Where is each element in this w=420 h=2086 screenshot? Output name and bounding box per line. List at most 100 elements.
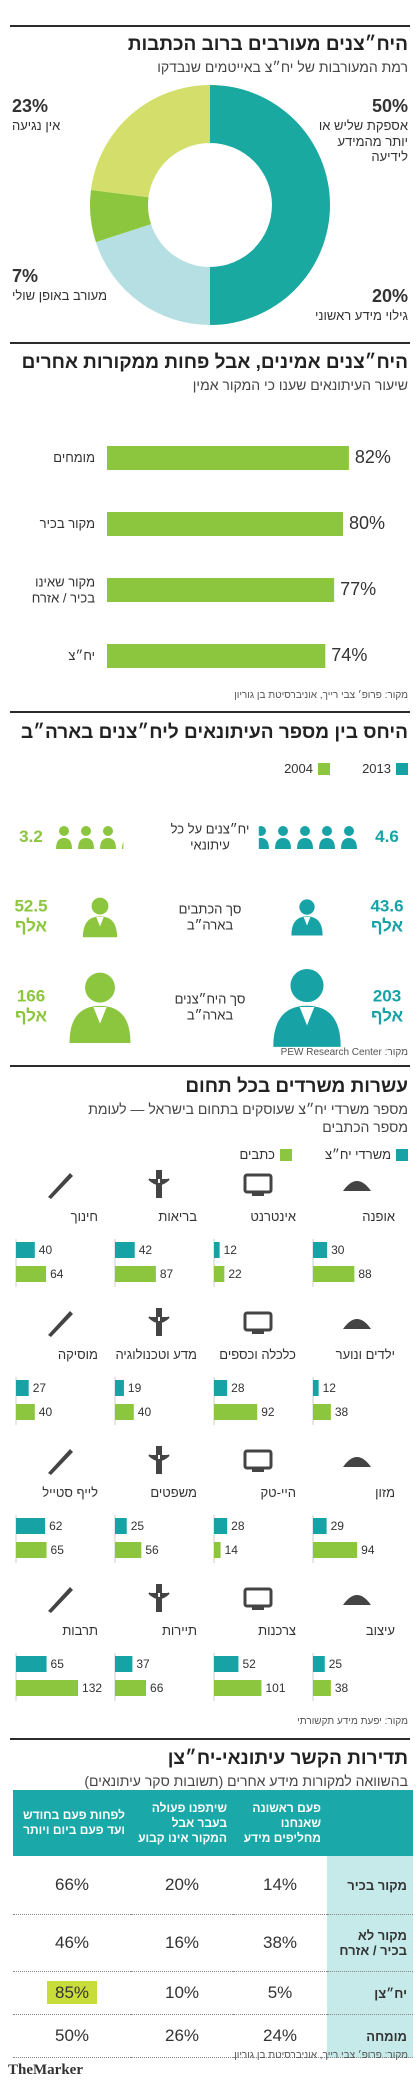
cell: 66% <box>13 1856 131 1915</box>
cell: 46% <box>13 1914 131 1972</box>
row-label: מקור לא בכיר / אזרח <box>327 1914 413 1972</box>
bar <box>313 1266 355 1282</box>
chart-source: מקור: PEW Research Center <box>280 1047 408 1058</box>
bar-value: 14 <box>224 1543 238 1557</box>
legend-label: כתבים <box>239 1147 275 1162</box>
chart-subtitle: מספר משרדי יח״צ שעוסקים בתחום בישראל — ל… <box>88 1101 408 1135</box>
section-rule <box>10 25 410 27</box>
chart-title: היחס בין מספר העיתונאים ליח״צנים בארה״ב <box>20 722 408 743</box>
bar-value: 82% <box>354 447 391 467</box>
table-subtitle: בהשוואה למקורות מידע אחרים (תשובות סקר ע… <box>84 1773 408 1789</box>
bar <box>16 1680 79 1696</box>
highlighted-cell: 85% <box>46 1981 98 2004</box>
cell: 85% <box>13 1971 131 2015</box>
bar <box>107 512 343 536</box>
cell: 10% <box>131 1971 233 2015</box>
donut-slice <box>89 189 152 243</box>
category-icon <box>243 1449 273 1472</box>
cell: 38% <box>233 1914 327 1972</box>
bar-value: 42 <box>138 1243 153 1257</box>
bar <box>107 446 349 470</box>
bar <box>214 1518 228 1534</box>
category-icon <box>343 1181 371 1191</box>
bar-value: 27 <box>32 1381 47 1395</box>
bar-value: 22 <box>228 1267 242 1281</box>
bar <box>115 1518 127 1534</box>
category-label: לייף סטייל <box>42 1485 98 1500</box>
person-icon <box>69 972 131 1044</box>
row-label: מומחה <box>327 2014 413 2058</box>
legend-swatch <box>396 763 408 775</box>
bar-value: 65 <box>50 1543 64 1557</box>
cell: 24% <box>233 2014 327 2058</box>
bar <box>115 1680 147 1696</box>
category-label: תרבות <box>62 1623 98 1638</box>
bar-value: 25 <box>328 1657 343 1671</box>
value-label: 43.6 אלף <box>370 896 404 936</box>
bar <box>16 1656 47 1672</box>
bar <box>214 1380 228 1396</box>
bar <box>313 1242 328 1258</box>
category-icon <box>243 1173 273 1196</box>
category-icon <box>48 1311 73 1337</box>
bar <box>115 1542 142 1558</box>
person-icon <box>82 897 118 938</box>
category-label: צרכנות <box>258 1623 296 1638</box>
category-icon <box>343 1457 371 1467</box>
bar <box>214 1242 220 1258</box>
bar-value: 28 <box>231 1519 245 1533</box>
bar-value: 38 <box>334 1405 349 1419</box>
bar-label: מקור בכיר <box>39 516 95 532</box>
chart-source: מקור: פרופ׳ צבי רייך, אוניברסיטת בן גורי… <box>234 690 408 701</box>
bar-value: 52 <box>242 1657 256 1671</box>
slice-label: מעורב באופן שולי <box>12 288 108 303</box>
slice-value: 7% <box>12 266 39 286</box>
bar <box>313 1680 331 1696</box>
table-source: מקור: פרופ׳ צבי רייך, אוניברסיטת בן גורי… <box>234 2050 408 2061</box>
category-icon <box>148 1446 170 1474</box>
bar-value: 132 <box>82 1681 103 1695</box>
category-icon <box>148 1584 170 1612</box>
category-icon <box>48 1587 73 1613</box>
category-label: מזון <box>375 1485 395 1500</box>
logo: TheMarker <box>8 2062 83 2078</box>
bar-label: מומחים <box>53 450 95 466</box>
bar <box>16 1542 47 1558</box>
bar-value: 65 <box>50 1657 64 1671</box>
table-title: תדירות הקשר עיתונאי-יח״צן <box>167 1748 408 1769</box>
section-rule <box>10 1738 410 1740</box>
bar-value: 30 <box>331 1243 345 1257</box>
category-icon <box>48 1449 73 1475</box>
category-label: ילדים ונוער <box>335 1347 395 1362</box>
category-label: בריאות <box>158 1209 197 1224</box>
category-label: תיירות <box>161 1623 197 1638</box>
bar-value: 28 <box>231 1381 245 1395</box>
legend-swatch <box>318 763 330 775</box>
category-label: משפטים <box>150 1485 197 1500</box>
category-icon <box>148 1170 170 1198</box>
person-icon <box>273 969 341 1047</box>
cell: 20% <box>131 1856 233 1915</box>
chart-title: עשרות משרדים בכל תחום <box>185 1076 408 1097</box>
bar-label: יח״צ <box>68 648 95 664</box>
row-label: סך הכתבים בארה״ב <box>178 901 242 932</box>
value-label: 166 אלף <box>14 986 48 1026</box>
bar-value: 62 <box>49 1519 63 1533</box>
slice-label: אין נגיעה <box>12 118 61 133</box>
person-icon <box>291 899 323 936</box>
value-label: 3.2 <box>19 826 43 846</box>
bar-value: 101 <box>265 1681 286 1695</box>
category-icon <box>343 1319 371 1329</box>
slice-value: 20% <box>371 286 408 306</box>
bar <box>313 1518 327 1534</box>
column-header: פעם ראשונה שאנחנו מחליפים מידע <box>233 1790 327 1856</box>
category-label: כלכלה וכספים <box>219 1347 296 1362</box>
chart-title: היח״צנים מעורבים ברוב הכתבות <box>127 34 408 55</box>
bar <box>214 1266 225 1282</box>
bar-value: 92 <box>261 1405 275 1419</box>
bar <box>115 1656 133 1672</box>
cell: 5% <box>233 1971 327 2015</box>
value-label: 52.5 אלף <box>14 896 48 936</box>
